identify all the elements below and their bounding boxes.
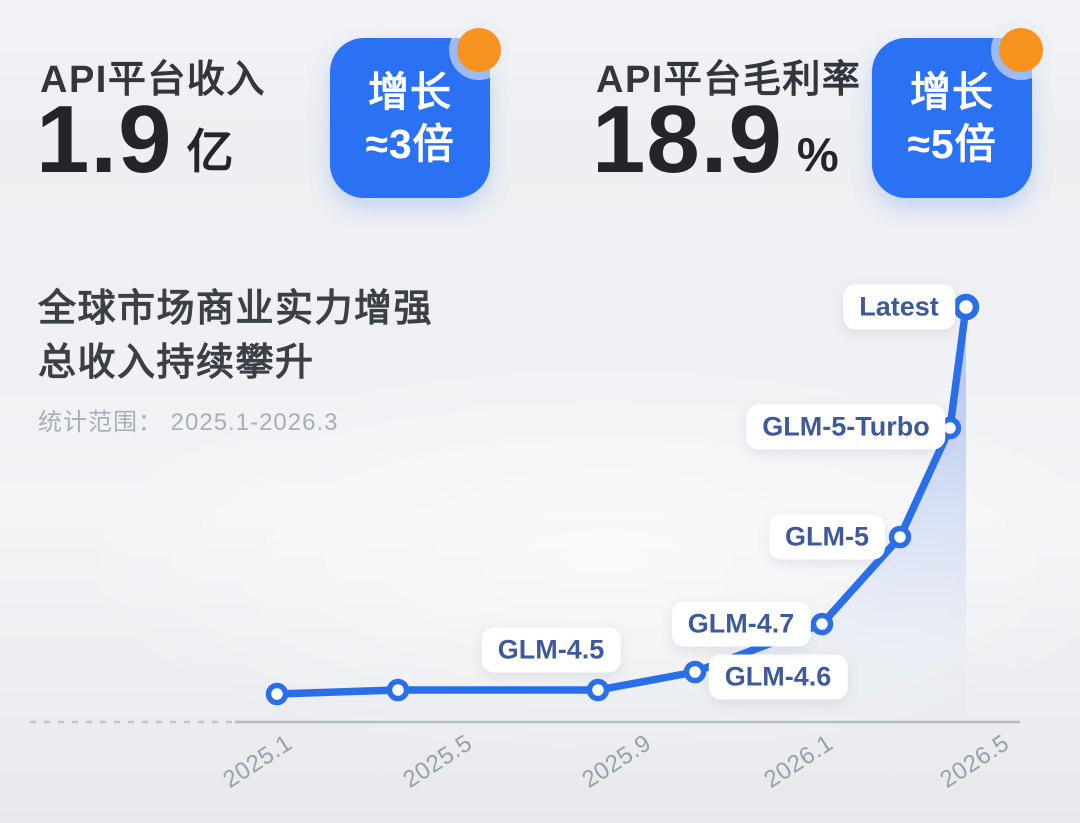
revenue-unit: 亿 (186, 125, 234, 178)
chart-title: 全球市场商业实力增强 总收入持续攀升 (38, 283, 433, 391)
margin-value-row: 18.9 % (592, 92, 839, 188)
margin-title: API平台毛利率 (596, 59, 862, 101)
data-point-glm-5 (888, 525, 912, 549)
orange-dot-icon (999, 28, 1043, 72)
revenue-growth-badge: 增长 ≈3倍 (330, 28, 501, 198)
margin-unit: % (796, 128, 839, 181)
revenue-growth-line1: 增长 (368, 68, 452, 115)
chart-subtitle: 统计范围： 2025.1-2026.3 (38, 409, 339, 436)
data-point-glm-4.5 (586, 678, 610, 702)
margin-growth-badge: 增长 ≈5倍 (872, 28, 1043, 198)
data-point-glm-5-turbo (938, 416, 962, 440)
revenue-value-row: 1.9 亿 (36, 92, 233, 188)
data-point-glm-4.7 (810, 612, 834, 636)
revenue-growth-line2: ≈3倍 (365, 121, 455, 167)
margin-value: 18.9 (592, 86, 783, 193)
chart-title-line2: 总收入持续攀升 (38, 341, 315, 384)
orange-dot-icon (457, 28, 501, 72)
revenue-value: 1.9 (36, 86, 173, 193)
revenue-title: API平台收入 (40, 59, 266, 101)
margin-growth-line1: 增长 (910, 68, 994, 115)
data-point (265, 682, 289, 706)
margin-growth-line2: ≈5倍 (907, 121, 997, 167)
chart-title-line1: 全球市场商业实力增强 (38, 288, 434, 330)
chart-area-fill (277, 307, 966, 722)
data-point-glm-4.6 (683, 660, 707, 684)
data-point-latest (952, 293, 980, 321)
data-point (386, 678, 410, 702)
